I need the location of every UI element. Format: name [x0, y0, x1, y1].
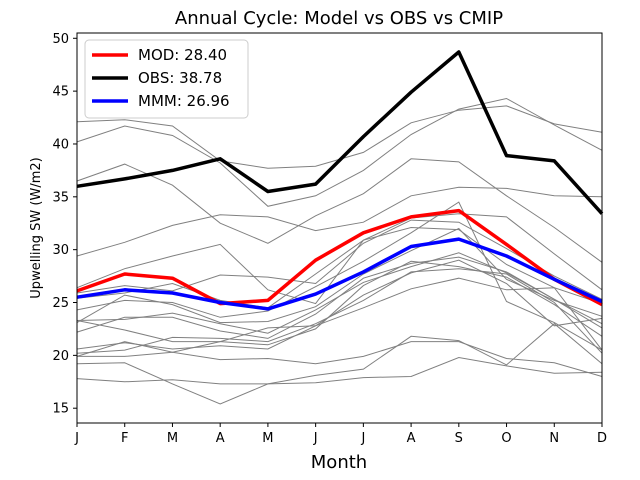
x-tick-label: S — [455, 431, 463, 446]
cmip-model-line — [76, 227, 603, 324]
cmip-model-line — [76, 356, 603, 385]
x-tick-label: A — [216, 431, 225, 446]
y-tick-label: 50 — [52, 32, 69, 47]
cmip-model-line — [77, 341, 603, 377]
plot-area — [76, 32, 604, 424]
x-tick-label: N — [549, 431, 559, 446]
x-tick-label: J — [74, 431, 79, 446]
legend-box — [84, 39, 249, 119]
axes-frame — [76, 32, 603, 424]
cmip-model-line — [76, 268, 603, 354]
x-tick-label: M — [167, 431, 178, 446]
x-tick-label: J — [313, 431, 318, 446]
cmip-model-line — [76, 226, 603, 309]
x-tick-label: J — [360, 431, 365, 446]
y-tick-label: 35 — [52, 190, 69, 205]
cmip-model-line — [76, 158, 603, 263]
obs-series-line — [76, 50, 604, 215]
legend-label-mod: MOD: 28.40 — [138, 46, 227, 64]
cmip-model-lines — [76, 97, 603, 405]
legend-label-mmm: MMM: 26.96 — [138, 92, 230, 110]
cmip-model-line — [76, 256, 603, 339]
y-tick-label: 45 — [52, 85, 69, 100]
mmm-series-line — [76, 237, 603, 311]
cmip-model-line — [76, 213, 603, 305]
legend: MOD: 28.40 OBS: 38.78 MMM: 26.96 — [84, 39, 249, 119]
cmip-model-line — [76, 186, 603, 257]
y-tick-label: 20 — [52, 349, 69, 364]
legend-label-obs: OBS: 38.78 — [138, 69, 222, 87]
y-axis-label: Upwelling SW (W/m2) — [29, 157, 44, 298]
x-tick-label: M — [262, 431, 273, 446]
cmip-model-line — [76, 277, 603, 357]
y-axis-ticks: 15 20 25 30 35 40 45 50 — [52, 32, 77, 417]
cmip-model-line — [76, 219, 603, 300]
cmip-model-line — [76, 97, 603, 207]
cmip-model-line — [76, 259, 603, 350]
mod-series-line — [76, 208, 603, 307]
y-tick-label: 25 — [52, 296, 69, 311]
chart-title: Annual Cycle: Model vs OBS vs CMIP — [175, 8, 503, 29]
x-tick-label: F — [121, 431, 128, 446]
y-tick-label: 30 — [52, 243, 69, 258]
x-axis-label: Month — [311, 452, 367, 473]
x-tick-label: A — [407, 431, 416, 446]
y-tick-label: 15 — [52, 402, 69, 417]
y-tick-label: 40 — [52, 137, 69, 152]
x-tick-label: D — [597, 431, 607, 446]
cmip-model-line — [76, 201, 603, 351]
main-series-lines — [76, 50, 604, 311]
x-tick-label: O — [501, 431, 511, 446]
